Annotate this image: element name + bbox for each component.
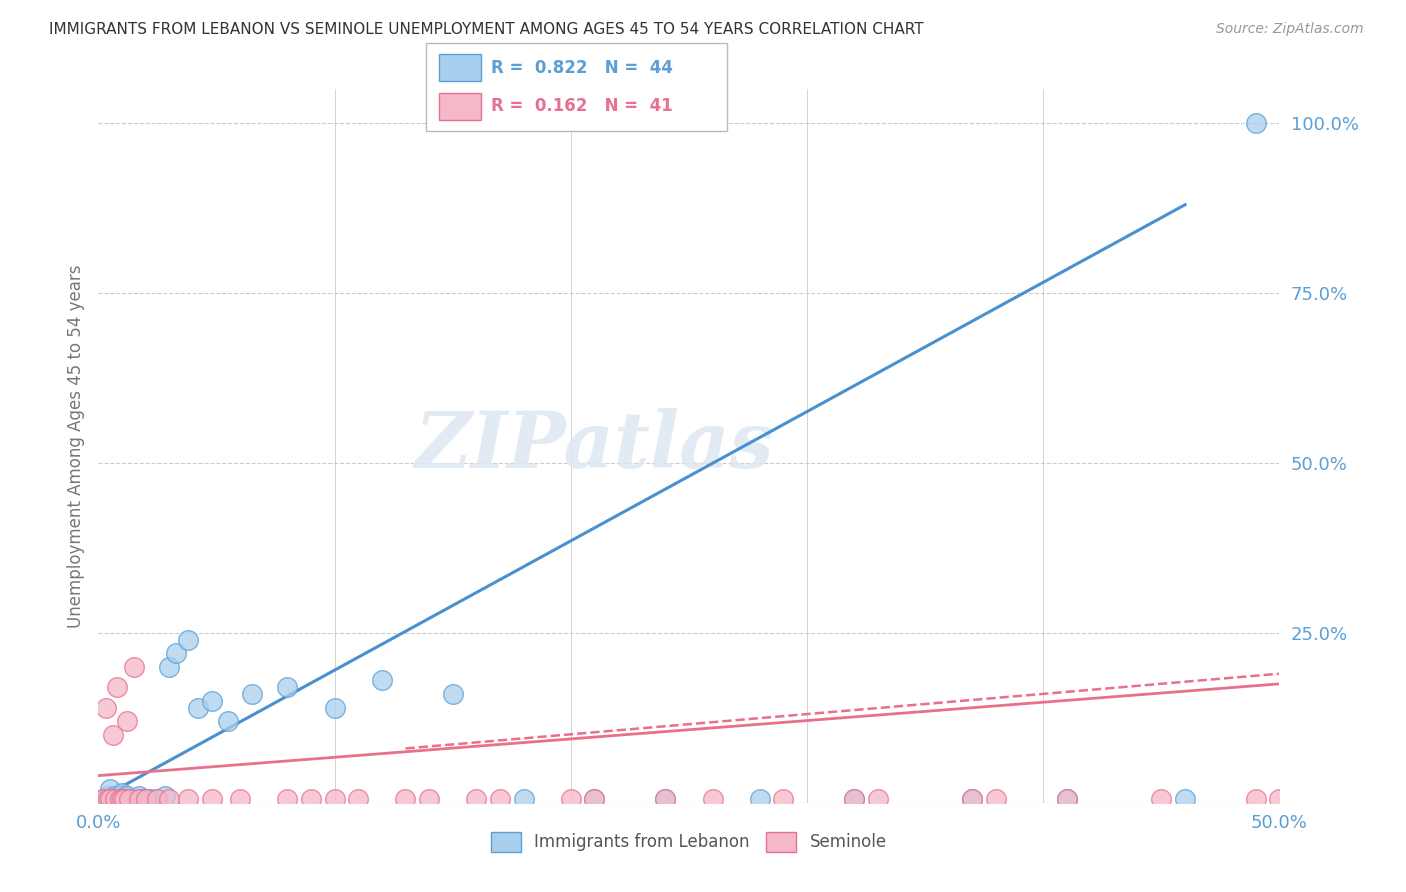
Point xyxy=(177,792,200,806)
Point xyxy=(276,792,298,806)
Point xyxy=(323,700,346,714)
Point xyxy=(104,789,127,803)
Point xyxy=(844,792,866,806)
Point xyxy=(187,700,209,714)
Point xyxy=(489,792,512,806)
Point xyxy=(91,792,114,806)
Point xyxy=(122,660,145,674)
Point xyxy=(276,680,298,694)
Text: ZIPatlas: ZIPatlas xyxy=(415,408,775,484)
Point xyxy=(1174,792,1197,806)
Point xyxy=(201,792,224,806)
Point xyxy=(135,792,157,806)
Point xyxy=(153,789,176,803)
Point xyxy=(128,789,150,803)
Point xyxy=(101,792,124,806)
Point xyxy=(962,792,984,806)
Point xyxy=(115,714,138,729)
Point xyxy=(177,632,200,647)
Point xyxy=(157,660,180,674)
Point xyxy=(118,792,141,806)
Point xyxy=(654,792,676,806)
Point xyxy=(91,792,114,806)
Point xyxy=(1244,116,1267,130)
Text: Source: ZipAtlas.com: Source: ZipAtlas.com xyxy=(1216,22,1364,37)
Text: R =  0.822   N =  44: R = 0.822 N = 44 xyxy=(491,59,672,77)
Point xyxy=(94,700,117,714)
Point xyxy=(111,792,134,806)
Point xyxy=(101,728,124,742)
Point xyxy=(217,714,239,729)
Point xyxy=(129,792,152,806)
Text: R =  0.162   N =  41: R = 0.162 N = 41 xyxy=(491,97,672,115)
Text: IMMIGRANTS FROM LEBANON VS SEMINOLE UNEMPLOYMENT AMONG AGES 45 TO 54 YEARS CORRE: IMMIGRANTS FROM LEBANON VS SEMINOLE UNEM… xyxy=(49,22,924,37)
Point xyxy=(146,792,169,806)
Point xyxy=(112,792,135,806)
Point xyxy=(118,792,141,806)
Point xyxy=(583,792,606,806)
Point xyxy=(201,694,224,708)
Point xyxy=(111,792,134,806)
Point xyxy=(122,792,145,806)
Point xyxy=(97,789,120,803)
Point xyxy=(128,792,150,806)
Point xyxy=(418,792,440,806)
Point xyxy=(702,792,724,806)
Point xyxy=(866,792,889,806)
Point xyxy=(105,792,128,806)
Point xyxy=(772,792,794,806)
Point xyxy=(394,792,416,806)
Point xyxy=(323,792,346,806)
Point xyxy=(229,792,252,806)
Point xyxy=(1150,792,1173,806)
Point xyxy=(748,792,770,806)
Point xyxy=(844,792,866,806)
Point xyxy=(121,792,143,806)
Point xyxy=(98,792,121,806)
Point xyxy=(98,792,121,806)
Point xyxy=(165,646,187,660)
Point xyxy=(1056,792,1078,806)
Point xyxy=(560,792,582,806)
Point xyxy=(347,792,370,806)
Point xyxy=(104,792,127,806)
Point xyxy=(371,673,394,688)
Point xyxy=(1056,792,1078,806)
Point xyxy=(1244,792,1267,806)
Y-axis label: Unemployment Among Ages 45 to 54 years: Unemployment Among Ages 45 to 54 years xyxy=(66,264,84,628)
Point xyxy=(125,792,148,806)
Point xyxy=(98,782,121,797)
Point xyxy=(146,792,169,806)
Point xyxy=(115,789,138,803)
Point xyxy=(1268,792,1291,806)
Point xyxy=(512,792,534,806)
Point xyxy=(105,680,128,694)
Point xyxy=(139,792,162,806)
Legend: Immigrants from Lebanon, Seminole: Immigrants from Lebanon, Seminole xyxy=(484,825,894,859)
Point xyxy=(157,792,180,806)
Point xyxy=(104,792,127,806)
Point xyxy=(299,792,322,806)
Point xyxy=(97,792,120,806)
Point xyxy=(111,786,134,800)
Point xyxy=(240,687,263,701)
Point xyxy=(135,792,157,806)
Point xyxy=(112,792,135,806)
Point xyxy=(441,687,464,701)
Point xyxy=(108,792,131,806)
Point xyxy=(583,792,606,806)
Point xyxy=(654,792,676,806)
Point xyxy=(94,792,117,806)
Point xyxy=(108,792,131,806)
Point xyxy=(465,792,488,806)
Point xyxy=(984,792,1007,806)
Point xyxy=(962,792,984,806)
